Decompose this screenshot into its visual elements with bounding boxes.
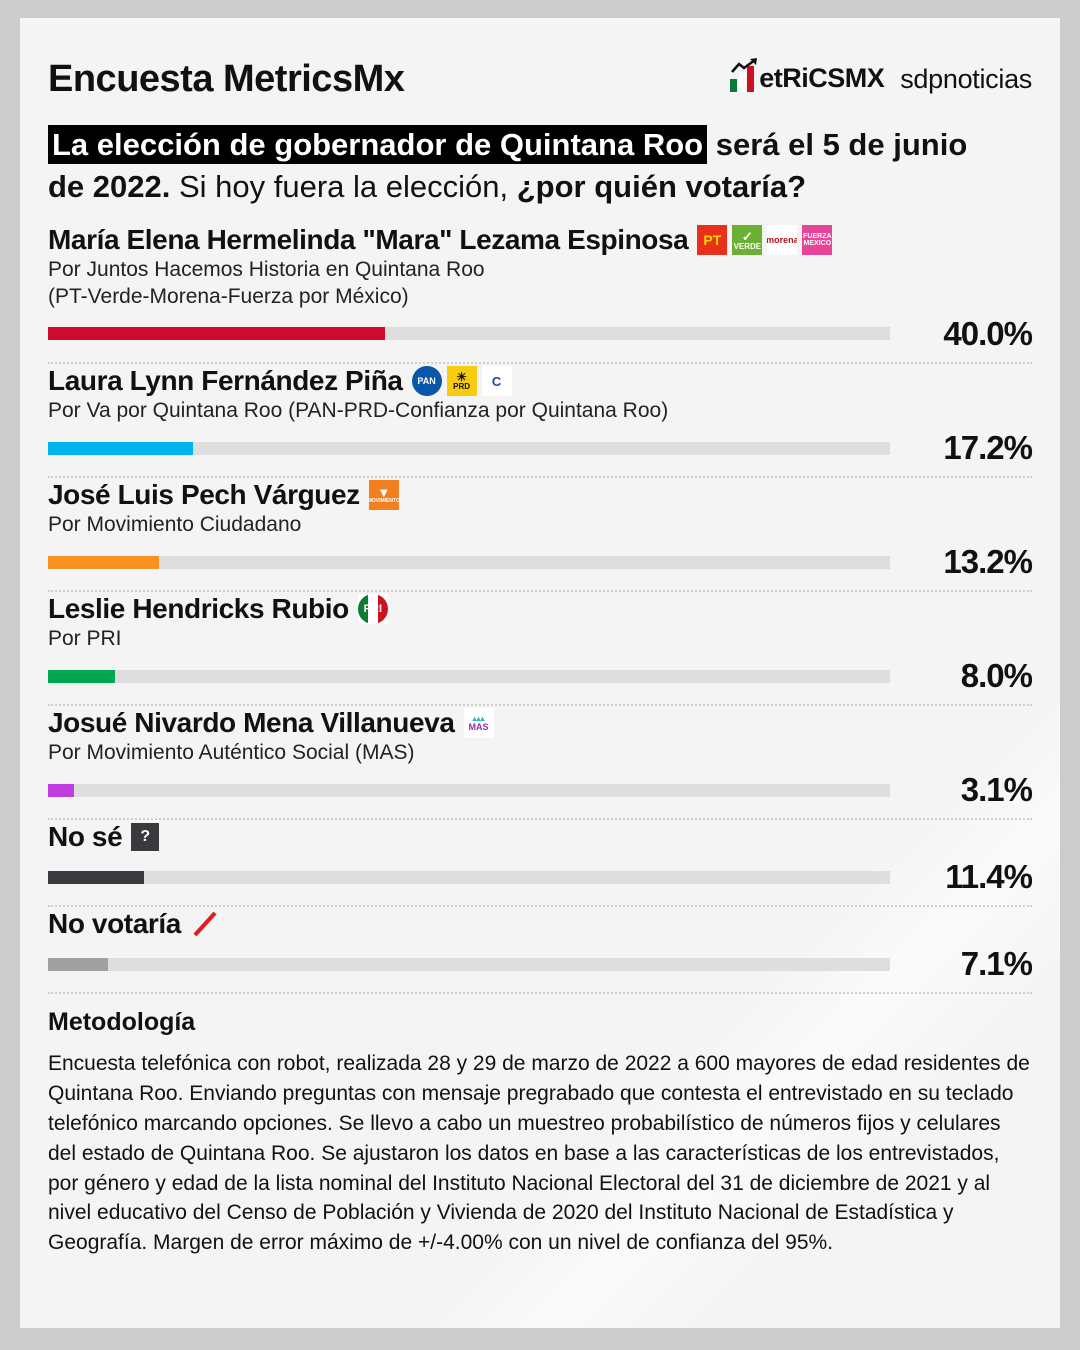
candidate-header: No votaría xyxy=(48,907,1032,941)
sdpnoticias-logo: sdpnoticias xyxy=(900,63,1032,94)
candidate-header: Leslie Hendricks Rubio PRI xyxy=(48,592,1032,626)
result-row: Josué Nivardo Mena Villanueva ▴▴▴ MAS Por M… xyxy=(48,706,1033,821)
party-badges: PT ✓ VERDE morena FUERZA MEXICO xyxy=(697,225,833,256)
question-part4: Si hoy fuera la elección, xyxy=(170,168,517,204)
party-badges: PAN ☀ PRD C xyxy=(411,366,512,397)
flag-bar-white xyxy=(738,72,746,92)
percentage-label: 3.1% xyxy=(960,771,1033,809)
candidate-name: Josué Nivardo Mena Villanueva xyxy=(48,707,455,739)
result-row: No votaría 7.1% xyxy=(48,907,1033,995)
party-badges: PRI xyxy=(357,594,388,625)
candidate-header: No sé? xyxy=(48,820,1032,854)
bar-fill xyxy=(48,327,385,341)
bar-fill xyxy=(48,669,116,683)
candidate-name: José Luis Pech Várguez xyxy=(48,479,360,510)
logo-group: etRiCSMX sdpnoticias xyxy=(730,58,1032,95)
bar-row: 7.1% xyxy=(48,945,1033,983)
result-row: María Elena Hermelinda "Mara" Lezama Esp… xyxy=(48,223,1033,364)
bar-row: 40.0% xyxy=(48,314,1033,353)
fuerza-mexico-logo: FUERZA MEXICO xyxy=(802,225,833,256)
candidate-name: No votaría xyxy=(48,908,181,940)
mexican-flag-bars-icon xyxy=(730,58,758,92)
party-coalition-line: Por Va por Quintana Roo (PAN-PRD-Confian… xyxy=(48,399,669,423)
party-coalition-line: Por PRI xyxy=(48,627,122,651)
bar-track xyxy=(48,669,890,683)
poll-question: La elección de gobernador de Quintana Ro… xyxy=(48,124,1032,207)
bar-row: 17.2% xyxy=(48,429,1033,467)
pri-logo: PRI xyxy=(357,594,388,625)
result-row: Leslie Hendricks Rubio PRI Por PRI 8.0% xyxy=(48,592,1033,707)
candidate-name: María Elena Hermelinda "Mara" Lezama Esp… xyxy=(48,224,689,256)
bar-track xyxy=(48,441,890,455)
pt-logo: PT xyxy=(697,225,728,256)
candidate-name: Leslie Hendricks Rubio xyxy=(48,593,349,625)
percentage-label: 8.0% xyxy=(960,657,1033,695)
methodology-section: Metodología Encuesta telefónica con robo… xyxy=(48,1008,1032,1258)
red-slash-icon xyxy=(190,909,220,939)
movimiento-ciudadano-logo: ▼ MOVIMIENTO xyxy=(368,480,399,511)
bar-row: 11.4% xyxy=(48,858,1033,896)
party-coalition-line: Por Movimiento Auténtico Social (MAS) xyxy=(48,741,415,765)
party-coalition-line: Por Juntos Hacemos Historia en Quintana … xyxy=(48,258,485,282)
candidate-name: No sé xyxy=(48,821,123,853)
bar-fill xyxy=(48,555,160,569)
candidate-header: José Luis Pech Várguez ▼ MOVIMIENTO xyxy=(48,478,1032,512)
candidate-header: Josué Nivardo Mena Villanueva ▴▴▴ MAS xyxy=(48,706,1032,740)
confianza-logo: C xyxy=(481,366,512,397)
party-badges: ▼ MOVIMIENTO xyxy=(368,480,399,511)
infographic-card: Encuesta MetricsMx etRiCSMX sdpnoticias … xyxy=(20,18,1060,1328)
bar-row: 13.2% xyxy=(48,543,1033,581)
percentage-label: 13.2% xyxy=(943,543,1033,581)
question-part5: ¿por quién votaría? xyxy=(516,168,807,204)
verde-logo: ✓ VERDE xyxy=(732,225,763,256)
prd-logo: ☀ PRD xyxy=(446,366,477,397)
pan-logo: PAN xyxy=(411,366,442,397)
trend-arrow-icon xyxy=(731,58,758,73)
party-coalition-line: Por Movimiento Ciudadano xyxy=(48,513,302,537)
bar-track xyxy=(48,870,890,884)
party-coalition-line: (PT-Verde-Morena-Fuerza por México) xyxy=(48,285,409,309)
party-badges: ▴▴▴ MAS xyxy=(463,708,494,739)
bar-track xyxy=(48,555,890,569)
mas-logo: ▴▴▴ MAS xyxy=(463,708,494,739)
results-list: María Elena Hermelinda "Mara" Lezama Esp… xyxy=(48,223,1033,995)
result-row: Laura Lynn Fernández Piña PAN ☀ PRD C Por Va … xyxy=(48,364,1033,478)
morena-logo: morena xyxy=(767,225,798,256)
bar-row: 8.0% xyxy=(48,657,1033,695)
percentage-label: 17.2% xyxy=(943,429,1033,466)
question-highlight: La elección de gobernador de Quintana Ro… xyxy=(48,125,708,164)
percentage-label: 11.4% xyxy=(945,858,1033,896)
question-part2: será el 5 de junio xyxy=(707,127,968,162)
question-mark-icon: ? xyxy=(131,823,160,852)
flag-bar-green xyxy=(730,79,738,92)
bar-track xyxy=(48,327,890,341)
bar-fill xyxy=(48,441,193,455)
page-title: Encuesta MetricsMx xyxy=(48,57,405,100)
bar-track xyxy=(48,957,890,971)
flag-bar-red xyxy=(747,66,755,92)
bar-fill xyxy=(48,870,144,884)
question-part3: de 2022. xyxy=(48,168,171,204)
metricsmx-wordmark: etRiCSMX xyxy=(759,63,885,94)
methodology-title: Metodología xyxy=(48,1008,196,1037)
bar-row: 3.1% xyxy=(48,771,1033,809)
candidate-name: Laura Lynn Fernández Piña xyxy=(48,364,403,396)
result-row: José Luis Pech Várguez ▼ MOVIMIENTO Por Mov… xyxy=(48,478,1033,593)
metricsmx-logo: etRiCSMX xyxy=(730,58,885,94)
methodology-body: Encuesta telefónica con robot, realizada… xyxy=(48,1052,1030,1255)
party-badges: ? xyxy=(131,823,160,852)
candidate-header: Laura Lynn Fernández Piña PAN ☀ PRD C xyxy=(48,364,1032,398)
header: Encuesta MetricsMx etRiCSMX sdpnoticias xyxy=(48,48,1032,110)
party-badges xyxy=(190,909,220,939)
percentage-label: 7.1% xyxy=(960,945,1033,983)
bar-fill xyxy=(48,957,108,971)
bar-track xyxy=(48,783,890,797)
bar-fill xyxy=(48,783,75,797)
percentage-label: 40.0% xyxy=(943,314,1033,352)
result-row: No sé? 11.4% xyxy=(48,820,1033,908)
candidate-header: María Elena Hermelinda "Mara" Lezama Esp… xyxy=(48,223,1032,257)
